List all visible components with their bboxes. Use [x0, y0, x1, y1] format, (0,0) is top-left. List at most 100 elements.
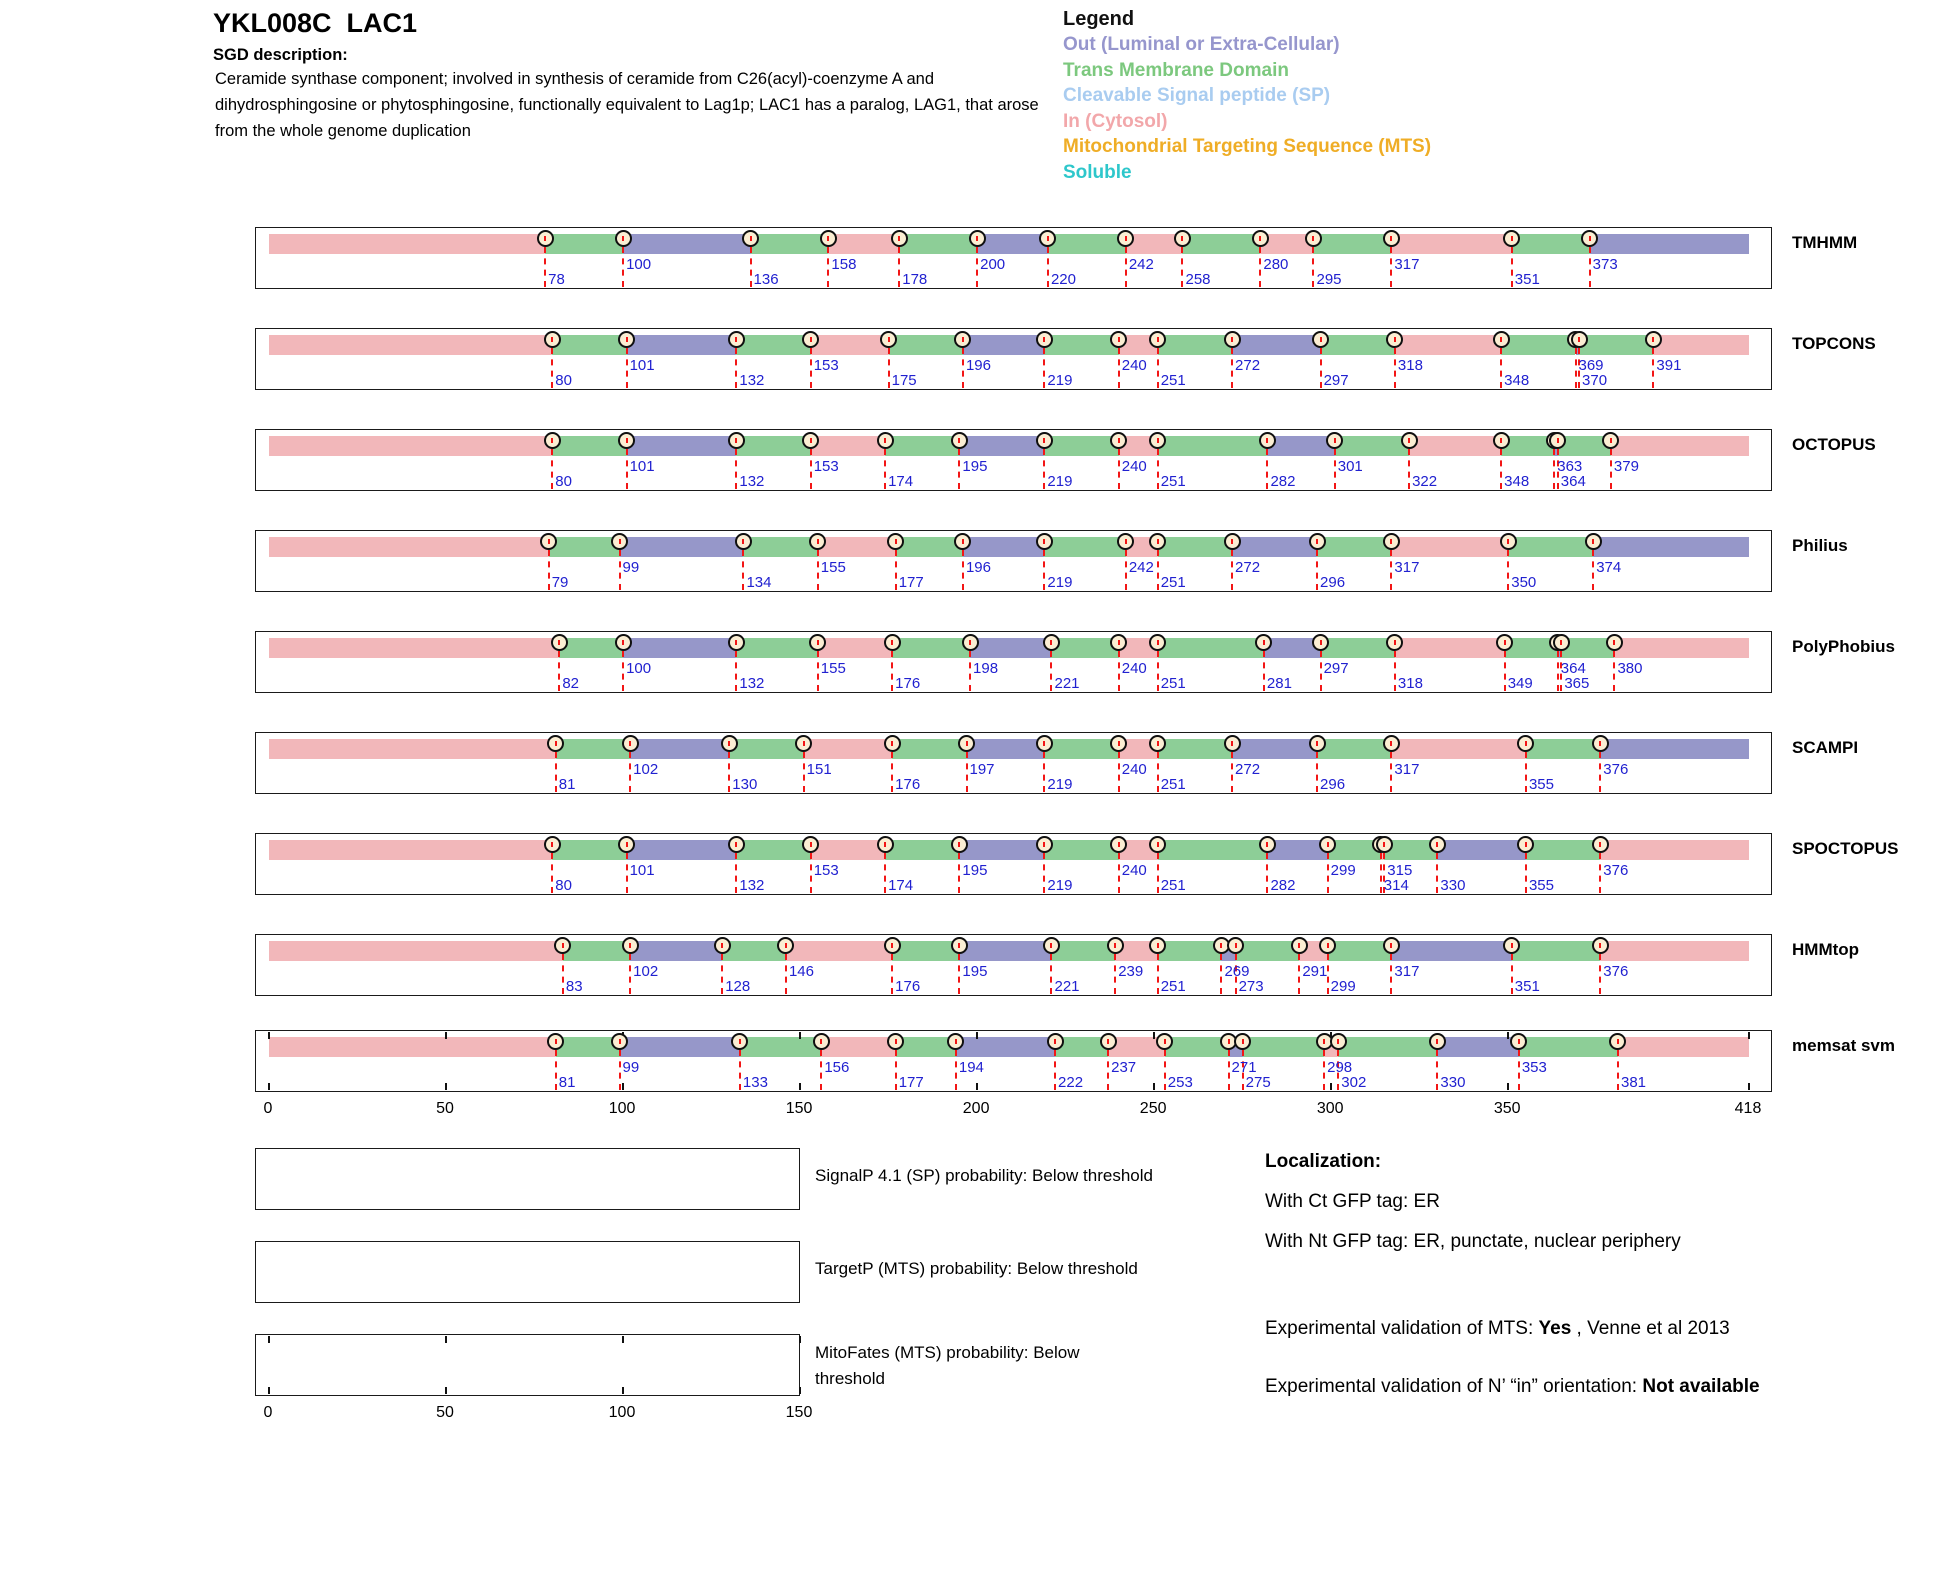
boundary-marker-icon [1149, 432, 1167, 449]
boundary-dashed-line [1043, 550, 1046, 590]
boundary-dashed-line [1312, 247, 1315, 287]
topology-segment-out [966, 739, 1045, 759]
boundary-dashed-line [958, 853, 961, 893]
topology-segment-out [1600, 739, 1749, 759]
boundary-marker-icon [1110, 735, 1128, 752]
boundary-marker-dash [1156, 741, 1159, 746]
boundary-marker-icon [1503, 937, 1521, 954]
boundary-marker-dash [1043, 438, 1046, 443]
topology-segment-tm [1501, 436, 1555, 456]
boundary-position-label: 291 [1302, 963, 1328, 980]
boundary-dashed-line [1227, 1050, 1230, 1090]
boundary-marker-dash [1117, 842, 1120, 847]
boundary-dashed-line [554, 1050, 557, 1090]
topology-segment-tm [1157, 537, 1233, 557]
boundary-marker-icon [727, 432, 745, 449]
boundary-marker-dash [802, 741, 805, 746]
topology-segment-tm [743, 537, 818, 557]
track-label-polyphobius: PolyPhobius [1792, 637, 1895, 656]
boundary-marker-icon [1570, 331, 1588, 348]
boundary-position-label: 102 [633, 761, 659, 778]
boundary-position-label: 80 [555, 877, 572, 894]
topology-segment-in [1260, 234, 1314, 254]
topology-segment-tm [548, 537, 620, 557]
topology-segment-tm [739, 1037, 822, 1057]
boundary-position-label: 195 [962, 862, 988, 879]
boundary-marker-dash [742, 539, 745, 544]
boundary-marker-dash [1054, 1039, 1057, 1044]
localization-heading: Localization: [1265, 1151, 1382, 1172]
orientation-validation-value: Not available [1642, 1376, 1760, 1397]
topology-segment-tm [1579, 335, 1654, 355]
boundary-dashed-line [1574, 348, 1577, 388]
orientation-validation-line: Experimental validation of N’ “in” orien… [1265, 1373, 1770, 1400]
boundary-marker-dash [554, 1039, 557, 1044]
topology-segment-tm [1320, 335, 1395, 355]
topology-segment-out [959, 840, 1045, 860]
topology-segment-in [1115, 941, 1158, 961]
boundary-position-label: 176 [895, 675, 921, 692]
topology-segment-tm [885, 840, 960, 860]
targetp-plot-label: TargetP (MTS) probability: Below thresho… [815, 1259, 1138, 1278]
track-label-scampi: SCAMPI [1792, 738, 1859, 757]
boundary-marker-icon [880, 331, 898, 348]
boundary-position-label: 134 [746, 574, 772, 591]
topology-segment-tm [1157, 840, 1268, 860]
topology-segment-in [269, 335, 553, 355]
topology-segment-out [1589, 234, 1749, 254]
boundary-marker-dash [1298, 943, 1301, 948]
boundary-position-label: 102 [633, 963, 659, 980]
boundary-position-label: 374 [1596, 559, 1622, 576]
topology-segment-tm [1044, 739, 1119, 759]
boundary-marker-dash [809, 842, 812, 847]
boundary-marker-dash [1231, 741, 1234, 746]
axis-tick-label: 418 [1734, 1100, 1762, 1117]
topology-segment-tm [1320, 638, 1395, 658]
boundary-dashed-line [1556, 449, 1559, 489]
topology-segment-tm [1055, 1037, 1109, 1057]
topology-segment-out [619, 1037, 740, 1057]
boundary-marker-icon [1591, 836, 1609, 853]
topology-segment-tm [545, 234, 624, 254]
topology-segment-tm [1047, 234, 1126, 254]
boundary-marker-icon [968, 230, 986, 247]
topology-segment-out [619, 537, 744, 557]
boundary-dashed-line [1553, 449, 1556, 489]
topology-segment-in [1600, 941, 1749, 961]
boundary-dashed-line [742, 550, 745, 590]
topology-segment-tm [1501, 335, 1576, 355]
boundary-position-label: 296 [1320, 776, 1346, 793]
boundary-marker-icon [883, 735, 901, 752]
boundary-dashed-line [1050, 651, 1053, 691]
boundary-position-label: 271 [1231, 1059, 1257, 1076]
topology-segment-in [817, 638, 893, 658]
legend-item-0: Out (Luminal or Extra-Cellular) [1063, 34, 1340, 55]
boundary-position-label: 132 [739, 675, 765, 692]
boundary-position-label: 78 [548, 271, 565, 288]
topology-segment-tm [1327, 840, 1381, 860]
topology-segment-tm [1157, 941, 1222, 961]
boundary-marker-icon [1042, 634, 1060, 651]
topology-segment-tm [895, 537, 963, 557]
topology-segment-out [1267, 436, 1335, 456]
boundary-position-label: 376 [1603, 963, 1629, 980]
boundary-marker-dash [735, 438, 738, 443]
boundary-position-label: 176 [895, 776, 921, 793]
boundary-position-label: 251 [1160, 978, 1186, 995]
boundary-marker-dash [1510, 236, 1513, 241]
boundary-position-label: 258 [1185, 271, 1211, 288]
boundary-marker-dash [1560, 640, 1563, 645]
boundary-marker-icon [1035, 735, 1053, 752]
topology-segment-tm [888, 335, 963, 355]
boundary-marker-dash [1319, 640, 1322, 645]
topology-segment-out [626, 840, 737, 860]
topology-segment-in [1394, 335, 1502, 355]
boundary-dashed-line [1163, 1050, 1166, 1090]
boundary-position-label: 282 [1270, 877, 1296, 894]
axis-tick [622, 1336, 624, 1343]
boundary-marker-icon [1492, 432, 1510, 449]
boundary-dashed-line [1262, 651, 1265, 691]
boundary-dashed-line [1156, 954, 1159, 994]
boundary-marker-dash [1337, 1039, 1340, 1044]
boundary-marker-icon [536, 230, 554, 247]
